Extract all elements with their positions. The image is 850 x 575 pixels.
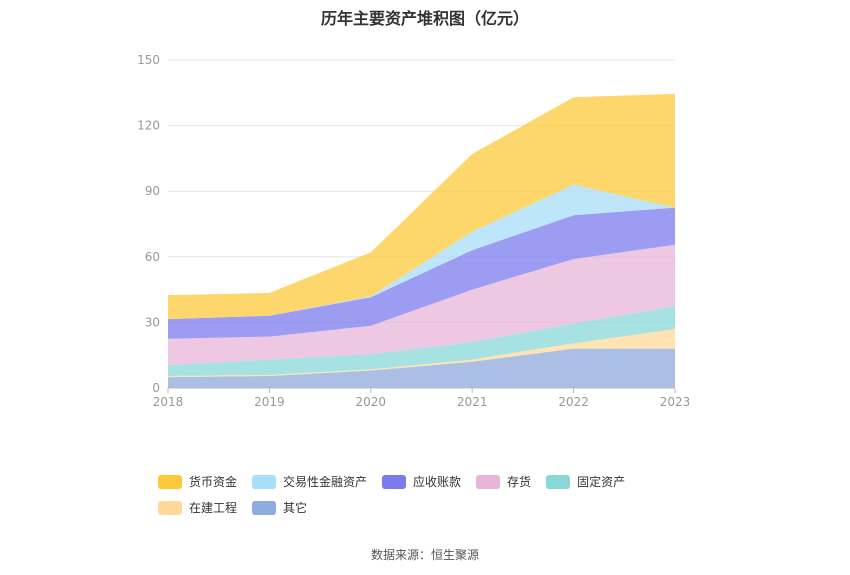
- legend-swatch: [382, 474, 407, 489]
- y-tick-label: 60: [145, 250, 160, 264]
- legend-swatch: [252, 474, 277, 489]
- x-tick-label: 2019: [254, 395, 285, 409]
- x-tick-label: 2021: [457, 395, 488, 409]
- x-tick-label: 2018: [153, 395, 184, 409]
- area-series-3[interactable]: [168, 244, 675, 365]
- legend-label: 其它: [283, 501, 308, 515]
- legend-label: 固定资产: [577, 475, 626, 489]
- legend-item[interactable]: 其它: [252, 499, 307, 516]
- x-tick-label: 2020: [356, 395, 387, 409]
- legend-label: 交易性金融资产: [283, 475, 368, 489]
- y-tick-label: 0: [152, 381, 160, 395]
- legend-swatch: [546, 474, 571, 489]
- y-tick-label: 150: [137, 53, 160, 67]
- legend-swatch: [158, 500, 182, 515]
- chart-plot: 0 30 60 90 120 150 2018 2019 2020 2021 2022 2023: [137, 53, 691, 409]
- legend-label: 货币资金: [189, 475, 238, 489]
- source-note: 数据来源：恒生聚源: [370, 548, 479, 562]
- chart-title: 历年主要资产堆积图（亿元）: [320, 9, 529, 28]
- legend-swatch: [476, 474, 501, 489]
- legend-label: 存货: [507, 475, 532, 489]
- legend: 货币资金 交易性金融资产 应收账款 存货 固定资产在建工程 其它: [158, 473, 718, 525]
- legend-item[interactable]: 存货: [476, 473, 531, 490]
- legend-item[interactable]: 应收账款: [382, 473, 461, 490]
- y-tick-label: 30: [145, 315, 160, 329]
- area-series-0[interactable]: [168, 348, 675, 388]
- y-tick-label: 120: [137, 119, 160, 133]
- area-series-4[interactable]: [168, 207, 675, 339]
- x-tick-label: 2022: [558, 395, 589, 409]
- x-tick-label: 2023: [660, 395, 691, 409]
- legend-item[interactable]: 在建工程: [158, 499, 237, 516]
- legend-item[interactable]: 固定资产: [546, 473, 625, 490]
- y-tick-label: 90: [145, 184, 160, 198]
- legend-label: 在建工程: [189, 501, 238, 515]
- area-series-6[interactable]: [168, 93, 675, 320]
- area-series-5[interactable]: [168, 184, 675, 320]
- legend-swatch: [252, 500, 277, 515]
- legend-swatch: [158, 474, 182, 489]
- legend-item[interactable]: 交易性金融资产: [252, 473, 367, 490]
- legend-label: 应收账款: [413, 475, 462, 489]
- area-series-2[interactable]: [168, 306, 675, 376]
- legend-item[interactable]: 货币资金: [158, 473, 237, 490]
